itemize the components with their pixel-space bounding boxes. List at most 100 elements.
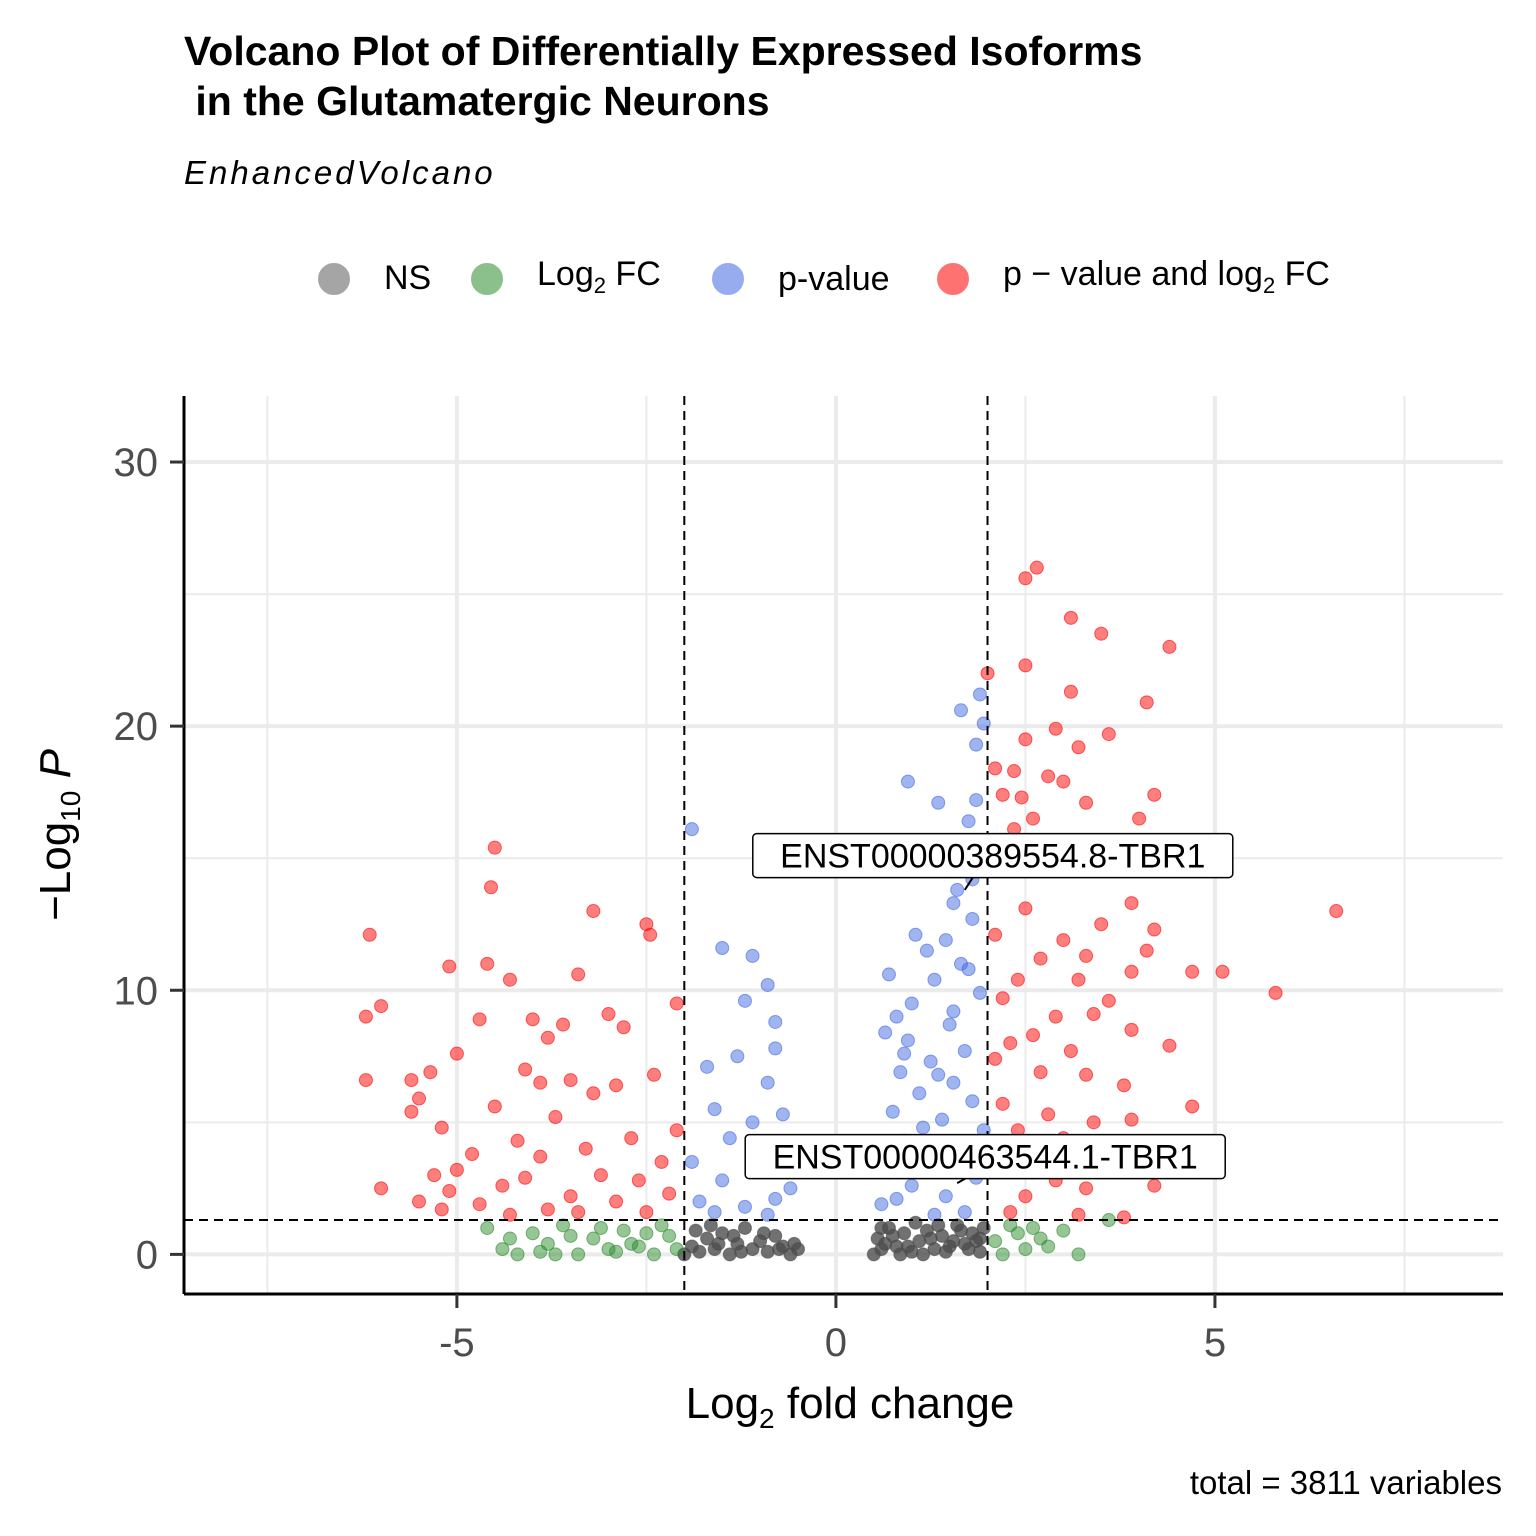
- data-point: [953, 703, 968, 718]
- data-point: [571, 967, 586, 982]
- x-axis-title: Log2 fold change: [686, 1379, 1015, 1434]
- data-point: [427, 1168, 442, 1183]
- legend-log2fc-text: Log: [537, 255, 594, 293]
- data-point: [916, 1120, 931, 1135]
- data-point: [1101, 993, 1116, 1008]
- legend-ns-marker-icon: [318, 263, 350, 295]
- data-point: [1018, 901, 1033, 916]
- data-point: [722, 1131, 737, 1146]
- data-point: [969, 737, 984, 752]
- data-point: [533, 1244, 548, 1259]
- data-point: [593, 1168, 608, 1183]
- data-point: [639, 1205, 654, 1220]
- data-point: [586, 1086, 601, 1101]
- data-point: [510, 1247, 525, 1262]
- data-point: [688, 1223, 703, 1238]
- data-point: [931, 795, 946, 810]
- data-point: [449, 1162, 464, 1177]
- data-point: [571, 1247, 586, 1262]
- data-point: [1139, 695, 1154, 710]
- data-point: [1014, 790, 1029, 805]
- data-point: [487, 1099, 502, 1114]
- data-point: [957, 1044, 972, 1059]
- data-point: [556, 1218, 571, 1233]
- y-tick-label: 30: [114, 441, 159, 485]
- data-point: [1063, 610, 1078, 625]
- data-point: [772, 1242, 787, 1257]
- data-point: [484, 880, 499, 895]
- data-point: [1147, 787, 1162, 802]
- data-point: [533, 1075, 548, 1090]
- data-point: [904, 1178, 919, 1193]
- legend-pvalue-marker-icon: [712, 263, 744, 295]
- data-point: [912, 1086, 927, 1101]
- data-point: [946, 896, 961, 911]
- data-point: [942, 1017, 957, 1032]
- data-point: [654, 1218, 669, 1233]
- data-point: [1124, 896, 1139, 911]
- data-point: [885, 1228, 900, 1243]
- data-point: [931, 1067, 946, 1082]
- data-point: [1329, 904, 1344, 919]
- data-point: [700, 1231, 715, 1246]
- data-point: [946, 1234, 961, 1249]
- data-point: [700, 1059, 715, 1074]
- data-point: [760, 1075, 775, 1090]
- legend-ns-label: NS: [384, 259, 431, 298]
- legend-log2fc-suffix: FC: [605, 255, 661, 293]
- data-point: [900, 1033, 915, 1048]
- x-tick-label: 5: [1204, 1321, 1226, 1365]
- legend-log2fc-sub: 2: [593, 272, 606, 298]
- data-point: [927, 1207, 942, 1222]
- data-point: [916, 1247, 931, 1262]
- data-point: [1079, 795, 1094, 810]
- data-point: [442, 1183, 457, 1198]
- data-point: [1056, 1223, 1071, 1238]
- label-leader-line: [963, 877, 974, 891]
- data-point: [995, 991, 1010, 1006]
- data-point: [1033, 951, 1048, 966]
- data-point: [775, 1107, 790, 1122]
- data-point: [601, 1007, 616, 1022]
- data-point: [646, 1067, 661, 1082]
- data-point: [502, 972, 517, 987]
- data-point: [404, 1104, 419, 1119]
- data-point: [988, 1234, 1003, 1249]
- data-point: [1018, 732, 1033, 747]
- data-point: [988, 761, 1003, 776]
- data-point: [586, 1231, 601, 1246]
- data-point: [760, 1207, 775, 1222]
- data-point: [1071, 972, 1086, 987]
- data-point: [423, 1065, 438, 1080]
- legend-pvalue-label: p-value: [778, 260, 890, 299]
- legend-pvalue-text: p-value: [778, 260, 890, 298]
- data-point: [624, 1236, 639, 1251]
- data-point: [548, 1247, 563, 1262]
- data-point: [487, 840, 502, 855]
- data-point: [946, 1075, 961, 1090]
- data-point: [760, 1244, 775, 1259]
- data-point: [548, 1110, 563, 1125]
- y-axis-title: −Log10 P: [31, 748, 86, 920]
- data-point: [495, 1242, 510, 1257]
- data-point: [1079, 1181, 1094, 1196]
- data-point: [643, 927, 658, 942]
- legend-log2fc-label: Log2 FC: [537, 255, 661, 299]
- data-point: [669, 996, 684, 1011]
- data-point: [897, 1226, 912, 1241]
- data-point: [737, 1199, 752, 1214]
- legend-pvalue-and-log2fc-text: p − value and log: [1003, 255, 1263, 293]
- legend-log2fc-marker-icon: [471, 263, 503, 295]
- data-point: [1185, 964, 1200, 979]
- data-point: [624, 1131, 639, 1146]
- data-point: [434, 1202, 449, 1217]
- data-point: [1147, 922, 1162, 937]
- data-point: [1116, 1078, 1131, 1093]
- data-point: [563, 1228, 578, 1243]
- data-point: [745, 1115, 760, 1130]
- data-point: [1162, 639, 1177, 654]
- data-point: [904, 996, 919, 1011]
- data-point: [988, 927, 1003, 942]
- axes: -5 0 5 0 10 20 30: [114, 396, 1503, 1365]
